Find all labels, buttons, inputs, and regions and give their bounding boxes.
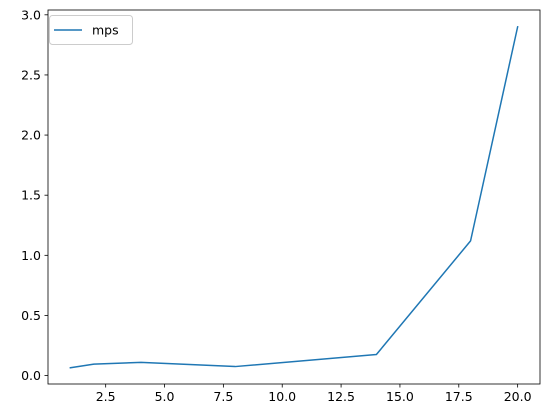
x-tick-label: 17.5 xyxy=(445,389,473,404)
legend-label-mps: mps xyxy=(92,23,119,38)
legend-box xyxy=(49,15,133,45)
y-tick-label: 1.5 xyxy=(21,188,41,203)
y-tick-label: 0.0 xyxy=(21,368,41,383)
plot-frame xyxy=(47,9,541,385)
y-tick-label: 3.0 xyxy=(21,7,41,22)
x-tick-label: 15.0 xyxy=(386,389,414,404)
x-tick-label: 10.0 xyxy=(268,389,296,404)
x-tick-label: 2.5 xyxy=(96,389,116,404)
series-layer xyxy=(69,25,519,369)
y-tick-label: 0.5 xyxy=(21,308,41,323)
y-tick-label: 2.5 xyxy=(21,67,41,82)
plot-background xyxy=(48,10,540,384)
y-axis-ticks: 0.0 0.5 1.0 1.5 2.0 2.5 3.0 xyxy=(21,7,48,383)
legend: mps xyxy=(49,15,133,45)
x-axis-ticks: 2.5 5.0 7.5 10.0 12.5 15.0 17.5 20.0 xyxy=(96,384,532,404)
x-tick-label: 7.5 xyxy=(213,389,233,404)
y-tick-label: 1.0 xyxy=(21,248,41,263)
x-tick-label: 5.0 xyxy=(155,389,175,404)
x-tick-label: 20.0 xyxy=(504,389,532,404)
y-tick-label: 2.0 xyxy=(21,128,41,143)
x-tick-label: 12.5 xyxy=(327,389,355,404)
series-line-mps xyxy=(69,25,519,369)
